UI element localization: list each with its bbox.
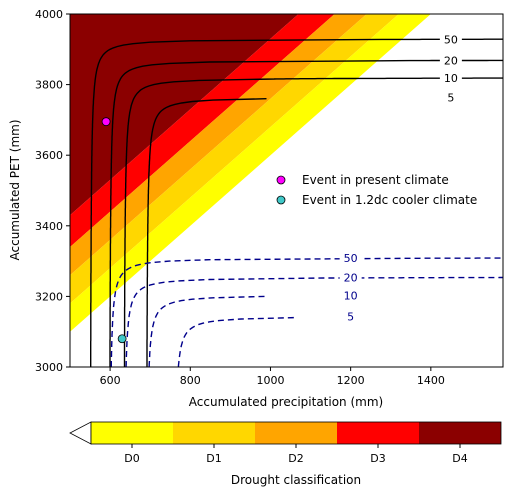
colorbar-segment-D4	[419, 422, 501, 444]
event-point-2	[117, 334, 127, 344]
cooler-contour-label-bg-5	[339, 309, 362, 323]
legend-marker-1	[276, 175, 286, 185]
axes: 50 20 10 5 50 20 10 5 600 800 1000 1200 1400 3000 3200…	[35, 8, 458, 387]
cooler-contour-label-10: 10	[344, 289, 358, 302]
present-contour-label-bg-20	[439, 53, 462, 67]
colorbar-segment-D3	[337, 422, 419, 444]
contours	[90, 32, 503, 367]
present-contour-label-bg-10	[439, 71, 462, 85]
x-tick-label-1400: 1400	[417, 374, 445, 387]
cooler-contour-label-bg-10	[339, 288, 362, 302]
x-tick-label-1200: 1200	[337, 374, 365, 387]
cooler-contour-label-50: 50	[344, 252, 358, 265]
cooler-contour-label-bg-20	[339, 270, 362, 284]
y-tick-label-3800: 3800	[35, 79, 63, 92]
present-contour-label-bg-5	[439, 90, 462, 104]
present-contour-label-10: 10	[444, 72, 458, 85]
present-contour-label-50: 50	[444, 33, 458, 46]
present-contour-label-bg-50	[439, 32, 462, 46]
cooler-contour-label-20: 20	[344, 272, 358, 285]
colorbar: D0 D1 D2 D3 D4	[69, 421, 502, 465]
colorbar-label-D4: D4	[452, 452, 467, 465]
present-contour-50	[90, 38, 503, 367]
legend-marker-2	[276, 195, 286, 205]
cooler-contour-10	[148, 295, 267, 367]
y-tick-label-3600: 3600	[35, 149, 63, 162]
x-tick-label-800: 800	[180, 374, 201, 387]
event-points	[101, 117, 127, 344]
cooler-contour-50	[110, 257, 503, 367]
present-contour-10	[123, 77, 503, 367]
colorbar-label-D2: D2	[288, 452, 303, 465]
colorbar-label-D0: D0	[124, 452, 139, 465]
cooler-contour-label-bg-50	[339, 251, 362, 265]
colorbar-segment-D2	[255, 422, 337, 444]
colorbar-segment-D1	[173, 422, 255, 444]
y-tick-label-4000: 4000	[35, 8, 63, 21]
legend: Event in present climate Event in 1.2dc c…	[276, 173, 477, 207]
colorbar-label: Drought classification	[231, 473, 361, 487]
x-tick-label-600: 600	[100, 374, 121, 387]
y-axis-label: Accumulated PET (mm)	[8, 119, 22, 260]
colorbar-frame	[90, 421, 502, 445]
legend-label-1: Event in present climate	[302, 173, 449, 187]
present-contour-label-20: 20	[444, 55, 458, 68]
colorbar-extend-arrow	[69, 421, 92, 445]
x-axis-label: Accumulated precipitation (mm)	[189, 395, 383, 409]
x-tick-label-1000: 1000	[256, 374, 284, 387]
present-contour-20	[109, 59, 503, 367]
plot-frame	[69, 13, 504, 368]
y-tick-label-3400: 3400	[35, 220, 63, 233]
colorbar-label-D1: D1	[206, 452, 221, 465]
event-point-1	[101, 117, 111, 127]
present-contour-5	[146, 98, 267, 367]
cooler-contour-20	[125, 276, 503, 367]
colorbar-segment-D0	[91, 422, 173, 444]
y-tick-label-3000: 3000	[35, 361, 63, 374]
colorbar-label-D3: D3	[370, 452, 385, 465]
present-contour-label-5: 5	[447, 92, 454, 105]
legend-label-2: Event in 1.2dc cooler climate	[302, 193, 477, 207]
drought-bands	[70, 14, 431, 332]
cooler-contour-5	[177, 316, 295, 367]
band-d0	[70, 14, 431, 332]
y-tick-label-3200: 3200	[35, 290, 63, 303]
cooler-contour-label-5: 5	[347, 311, 354, 324]
